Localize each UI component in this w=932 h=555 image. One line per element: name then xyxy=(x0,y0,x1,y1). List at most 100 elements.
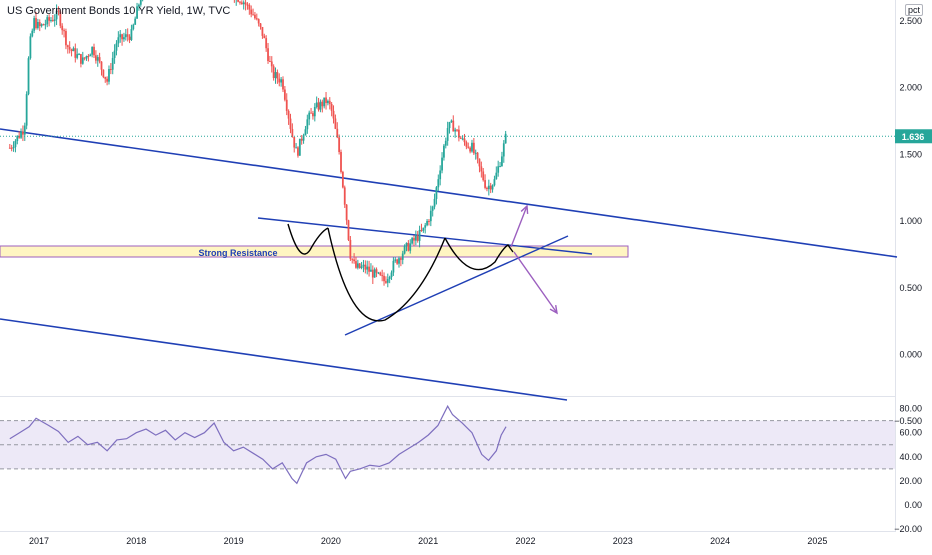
candle-body xyxy=(340,152,342,172)
cup-arc xyxy=(327,227,446,322)
time-tick-label: 2019 xyxy=(224,536,244,546)
candle-body xyxy=(480,166,483,172)
candle-body xyxy=(121,34,123,40)
candle-body xyxy=(426,220,428,226)
candle-body xyxy=(396,259,399,264)
time-tick-label: 2020 xyxy=(321,536,341,546)
candle-body xyxy=(452,120,455,132)
candle-body xyxy=(495,172,498,180)
candle-body xyxy=(65,31,67,46)
candle-body xyxy=(57,10,60,12)
candle-body xyxy=(349,239,352,259)
candle-body xyxy=(246,4,249,6)
candle-body xyxy=(272,66,275,79)
candle-body xyxy=(10,147,13,149)
price-tick-label: 2.500 xyxy=(899,16,922,26)
candle-body xyxy=(100,61,103,70)
rising-trendline[interactable] xyxy=(344,235,569,336)
channel-upper-line[interactable] xyxy=(0,128,898,258)
candle-body xyxy=(414,235,417,241)
candle-body xyxy=(70,49,73,52)
candle-body xyxy=(50,19,52,21)
candle-body xyxy=(463,138,466,143)
candle-body xyxy=(472,142,475,154)
neckline[interactable] xyxy=(257,217,593,255)
candle-body xyxy=(319,101,322,110)
candle-body xyxy=(390,272,393,278)
candle-body xyxy=(8,147,11,149)
candle-body xyxy=(428,220,430,222)
rsi-tick-label: 60.00 xyxy=(899,428,922,438)
candle-body xyxy=(446,128,449,141)
candle-body xyxy=(486,187,488,190)
candle-body xyxy=(474,152,477,154)
candle-body xyxy=(418,229,421,241)
candle-body xyxy=(27,58,30,95)
candle-body xyxy=(263,35,266,39)
candle-body xyxy=(35,18,37,29)
candle-body xyxy=(501,156,503,167)
candle-body xyxy=(276,72,279,79)
candle-body xyxy=(270,61,273,67)
handle-arc xyxy=(444,237,514,271)
candle-body xyxy=(138,4,140,7)
resistance-zone[interactable] xyxy=(0,245,629,258)
projection-arrow-up-head xyxy=(520,204,529,215)
candle-body xyxy=(98,57,101,62)
rsi-tick-label: 80.00 xyxy=(899,404,922,414)
candle-body xyxy=(334,118,337,129)
candle-body xyxy=(499,166,501,168)
candle-body xyxy=(411,238,414,244)
candle-body xyxy=(124,34,127,38)
candle-body xyxy=(497,166,500,173)
candle-body xyxy=(295,147,297,149)
candle-body xyxy=(313,107,316,117)
candle-body xyxy=(94,55,97,61)
candle-body xyxy=(371,269,374,278)
candle-body xyxy=(18,135,21,138)
projection-arrow-up[interactable] xyxy=(510,205,528,248)
candle-body xyxy=(250,9,253,15)
candle-body xyxy=(85,56,88,59)
channel-lower-line[interactable] xyxy=(0,318,568,401)
candle-body xyxy=(306,119,309,130)
candle-body xyxy=(297,147,299,156)
candle-body xyxy=(132,24,135,30)
price-tick-label: 0.000 xyxy=(899,350,922,360)
projection-arrow-down[interactable] xyxy=(513,251,558,314)
candle-body xyxy=(459,137,462,139)
candle-body xyxy=(259,23,262,27)
chart-title: US Government Bonds 10 YR Yield, 1W, TVC xyxy=(7,5,231,17)
candle-body xyxy=(377,272,380,274)
candle-body xyxy=(44,24,47,26)
price-tick-label: 0.500 xyxy=(899,283,922,293)
candle-body xyxy=(383,275,385,282)
candle-body xyxy=(48,17,51,21)
candle-body xyxy=(433,198,436,207)
candle-body xyxy=(441,157,443,171)
candle-body xyxy=(242,2,245,5)
candle-body xyxy=(444,140,447,146)
candle-body xyxy=(257,19,260,24)
candle-body xyxy=(422,227,425,231)
candle-body xyxy=(36,22,39,29)
time-tick-label: 2022 xyxy=(515,536,535,546)
rsi-tick-label: −20.00 xyxy=(894,524,922,534)
candle-body xyxy=(76,54,79,58)
candle-body xyxy=(108,69,110,82)
candle-body xyxy=(469,147,472,152)
candle-body xyxy=(403,245,406,254)
candle-body xyxy=(424,225,427,228)
candle-body xyxy=(22,131,24,135)
candle-body xyxy=(431,206,434,211)
candle-body xyxy=(482,171,485,181)
candle-body xyxy=(115,43,118,51)
unit-label: pct xyxy=(905,4,924,16)
candle-body xyxy=(23,125,26,135)
candle-body xyxy=(355,261,357,268)
candle-body xyxy=(25,94,28,126)
candle-body xyxy=(128,36,131,40)
candle-body xyxy=(379,272,382,276)
